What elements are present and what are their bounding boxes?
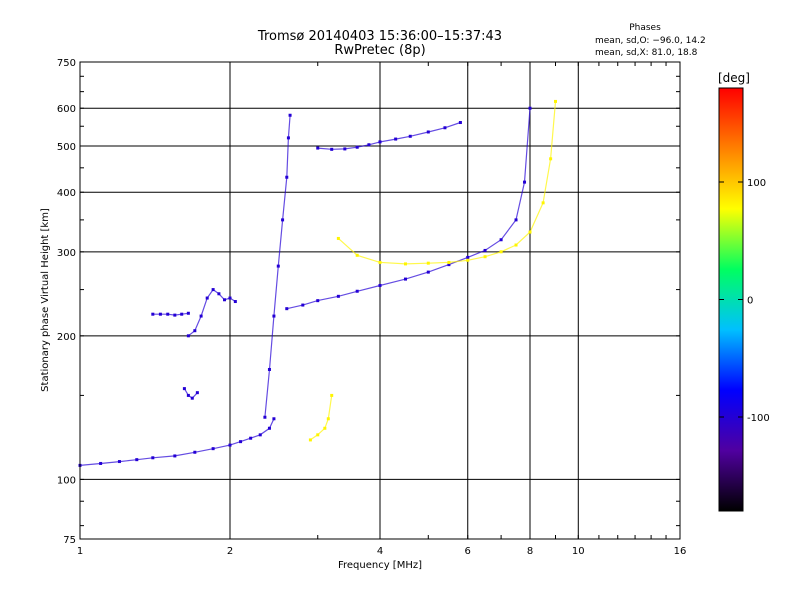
- colorbar-tick-label: 100: [747, 178, 766, 189]
- x-tick-label: 16: [674, 546, 687, 557]
- x-tick-label: 2: [227, 546, 233, 557]
- chart-subtitle: RwPretec (8p): [334, 43, 425, 58]
- stats-heading: Phases: [629, 23, 661, 33]
- x-tick-label: 10: [572, 546, 585, 557]
- x-tick-label: 4: [377, 546, 383, 557]
- x-axis-label: Frequency [MHz]: [338, 560, 422, 571]
- chart-title: Tromsø 20140403 15:36:00–15:37:43: [257, 29, 502, 44]
- colorbar-label: [deg]: [718, 71, 750, 85]
- y-axis-label: Stationary phase Virtual Height [km]: [40, 208, 51, 392]
- y-tick-label: 100: [57, 475, 76, 486]
- x-tick-label: 8: [527, 546, 533, 557]
- x-tick-label: 6: [465, 546, 471, 557]
- colorbar: [deg] 100 0 -100: [718, 71, 770, 511]
- y-tick-label: 750: [57, 58, 76, 69]
- y-tick-label: 500: [57, 142, 76, 153]
- colorbar-tick-label: -100: [747, 413, 770, 424]
- y-tick-label: 75: [63, 535, 76, 546]
- stats-o-line: mean, sd,O: −96.0, 14.2: [595, 36, 706, 46]
- x-tick-label: 1: [77, 546, 83, 557]
- y-tick-label: 200: [57, 332, 76, 343]
- y-tick-label: 400: [57, 188, 76, 199]
- y-tick-label: 300: [57, 248, 76, 259]
- y-tick-label: 600: [57, 104, 76, 115]
- plot-area: [80, 62, 680, 539]
- stats-x-line: mean, sd,X: 81.0, 18.8: [595, 48, 698, 58]
- colorbar-tick-label: 0: [747, 296, 753, 307]
